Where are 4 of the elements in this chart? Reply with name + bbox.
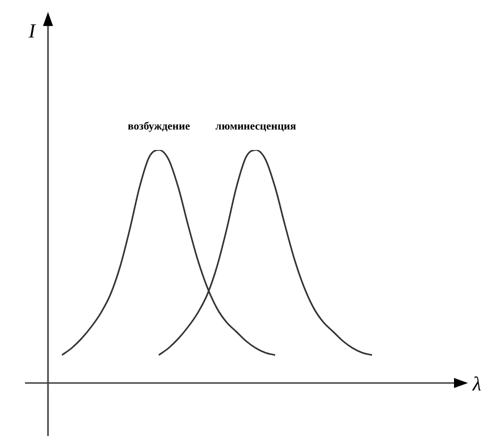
text: люминесценция [215, 120, 296, 132]
text: возбуждение [128, 120, 190, 132]
x-axis-title: λ [472, 373, 482, 396]
text: I [28, 20, 37, 42]
